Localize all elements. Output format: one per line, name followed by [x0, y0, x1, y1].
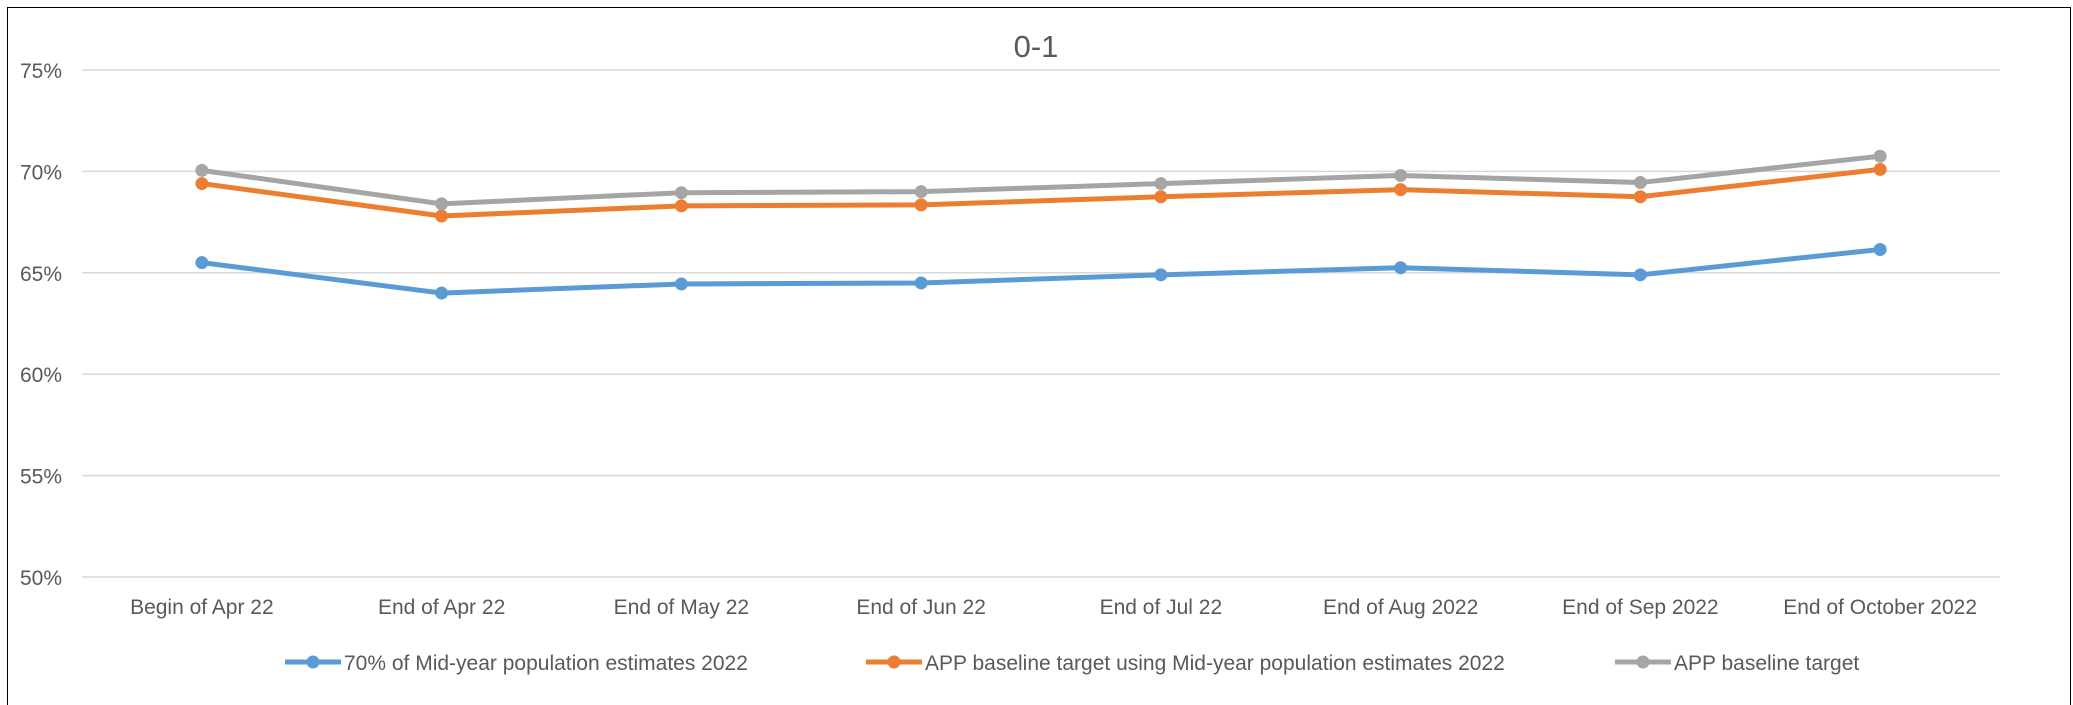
x-tick-label: Begin of Apr 22	[130, 596, 274, 619]
gridlines	[82, 69, 2000, 578]
series-group	[195, 162, 1887, 223]
y-tick-label: 60%	[20, 364, 62, 387]
legend-marker	[887, 655, 901, 669]
data-point	[674, 199, 688, 213]
data-point	[674, 277, 688, 291]
legend: 70% of Mid-year population estimates 202…	[285, 652, 1859, 675]
series-line	[199, 166, 1883, 219]
legend-label: APP baseline target using Mid-year popul…	[925, 652, 1505, 675]
data-point	[1154, 190, 1168, 204]
data-point	[914, 276, 928, 290]
x-tick-label: End of Sep 2022	[1562, 596, 1718, 619]
series-line	[199, 246, 1883, 296]
x-tick-label: End of Jul 22	[1100, 596, 1223, 619]
data-point	[1154, 177, 1168, 191]
x-tick-label: End of May 22	[614, 596, 749, 619]
data-point	[195, 177, 209, 191]
chart-frame	[7, 7, 2071, 705]
x-axis-tick-labels: Begin of Apr 22 End of Apr 22 End of May 2…	[130, 596, 1977, 619]
x-tick-label: End of October 2022	[1783, 596, 1977, 619]
data-point	[1394, 183, 1408, 197]
legend-label: APP baseline target	[1674, 652, 1859, 675]
y-tick-label: 70%	[20, 161, 62, 184]
legend-item: APP baseline target	[1615, 652, 1859, 675]
chart-title: 0-1	[1014, 29, 1059, 64]
legend-item: 70% of Mid-year population estimates 202…	[285, 652, 748, 675]
data-point	[1394, 261, 1408, 275]
y-tick-label: 75%	[20, 60, 62, 83]
data-point	[435, 197, 449, 211]
data-point	[914, 198, 928, 212]
data-point	[195, 163, 209, 177]
data-point	[1873, 149, 1887, 163]
data-point	[1873, 242, 1887, 256]
x-tick-label: End of Aug 2022	[1323, 596, 1478, 619]
data-point	[1633, 190, 1647, 204]
data-point	[195, 256, 209, 270]
legend-marker	[1636, 655, 1650, 669]
y-tick-label: 50%	[20, 567, 62, 590]
data-point	[1873, 162, 1887, 176]
y-axis-tick-labels: 50% 55% 60% 65% 70% 75%	[20, 60, 62, 590]
data-point	[1394, 168, 1408, 182]
data-point	[1154, 268, 1168, 282]
series-group	[195, 149, 1887, 211]
data-point	[914, 185, 928, 199]
series-lines	[195, 149, 1887, 300]
data-point	[435, 286, 449, 300]
data-point	[435, 209, 449, 223]
legend-item: APP baseline target using Mid-year popul…	[866, 652, 1505, 675]
series-line	[199, 153, 1883, 207]
data-point	[1633, 176, 1647, 190]
data-point	[674, 186, 688, 200]
y-tick-label: 55%	[20, 466, 62, 489]
x-tick-label: End of Apr 22	[378, 596, 505, 619]
x-tick-label: End of Jun 22	[856, 596, 986, 619]
data-point	[1633, 268, 1647, 282]
legend-marker	[306, 655, 320, 669]
legend-label: 70% of Mid-year population estimates 202…	[344, 652, 748, 675]
series-group	[195, 242, 1887, 300]
y-tick-label: 65%	[20, 263, 62, 286]
